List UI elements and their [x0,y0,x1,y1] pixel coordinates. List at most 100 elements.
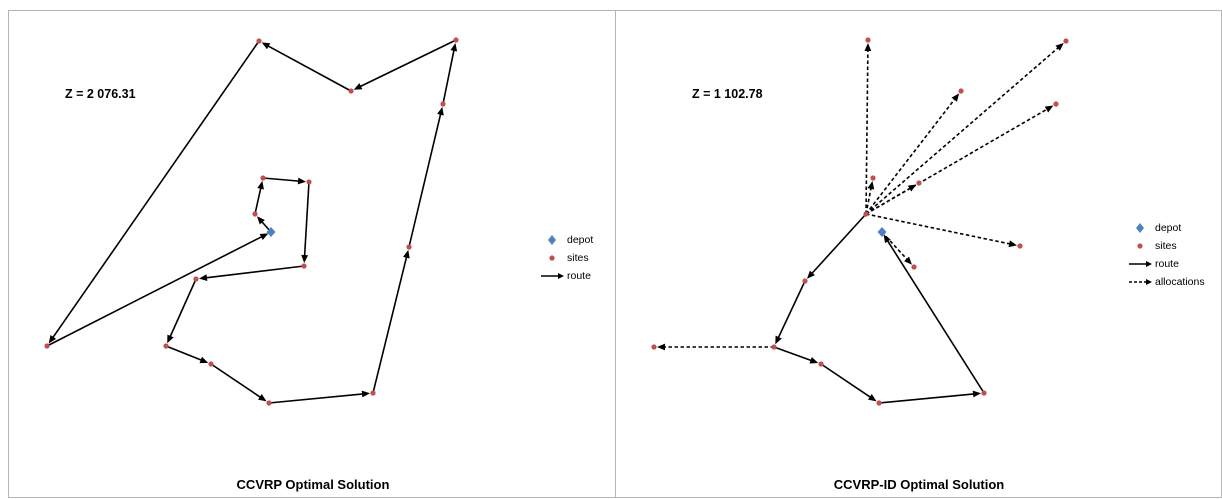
site-node [193,276,199,282]
site-node [301,263,307,269]
site-node [911,264,917,270]
allocation-edge [865,187,872,215]
allocation-edge [865,49,869,215]
route-arrowhead [167,334,174,344]
allocation-edge [865,108,1048,215]
site-node [370,390,376,396]
site-node [876,400,882,406]
site-node [863,211,869,217]
site-node [260,175,266,181]
site-node [406,244,412,250]
route-arrowhead [361,390,371,398]
allocation-edge [865,187,911,215]
route-arrowhead [353,83,363,90]
allocation-arrowhead [1055,42,1064,51]
allocation-arrowhead [657,343,665,351]
route-edge [303,181,310,257]
route-edge [267,45,352,92]
site-node [453,37,459,43]
route-arrowhead [450,42,458,52]
site-node [440,101,446,107]
route-arrowhead [867,394,877,402]
route-arrowhead [259,233,269,241]
route-arrowhead [199,356,209,364]
ccvrp-panel: Z = 2 076.31 CCVRP Optimal Solution depo… [8,10,616,498]
site-node [802,278,808,284]
route-edge [205,265,305,279]
route-edge [169,278,197,338]
allocation-arrowhead [904,256,912,265]
route-edge [820,363,872,399]
site-node [348,88,354,94]
route-edge [268,393,364,404]
allocation-arrowhead [867,180,875,190]
allocation-arrowhead [864,42,872,52]
ccvrp-id-panel: Z = 1 102.78 CCVRP-ID Optimal Solution d… [615,10,1222,498]
site-node [163,343,169,349]
route-arrowhead [301,254,309,264]
route-arrowhead [807,270,815,279]
site-node [651,344,657,350]
panel-title: CCVRP Optimal Solution [236,477,390,492]
legend-label: depot [567,234,594,246]
route-edge [165,345,203,362]
route-edge [886,240,985,394]
route-arrowhead [297,177,307,185]
ccvrp-route-diagram [44,37,459,406]
route-arrowhead [809,357,819,364]
site-node [870,175,876,181]
route-arrowhead [437,106,444,116]
route-edge [46,235,263,347]
route-edge [442,49,455,105]
legend-label: route [567,270,591,282]
depot-node [266,227,276,237]
route-edge [372,256,408,394]
allocation-edge [865,46,1059,215]
site-node [771,344,777,350]
legend-label: allocations [1155,276,1205,288]
route-edge [262,177,300,182]
site-node [306,179,312,185]
panel-title: CCVRP-ID Optimal Solution [833,477,1005,492]
ccvrp-id-route-diagram [651,37,1069,406]
route-arrowhead [256,216,265,225]
objective-value: Z = 1 102.78 [692,87,763,101]
route-edge [811,213,867,275]
route-arrowhead [972,390,982,398]
allocation-edge [865,98,956,215]
dot-icon [1137,243,1143,249]
objective-value: Z = 2 076.31 [65,87,136,101]
allocation-edge [881,231,908,261]
allocation-arrowhead [907,184,917,192]
route-arrowhead [48,335,57,344]
legend-label: sites [1155,240,1177,252]
arrow-icon [1129,261,1152,267]
allocation-arrowhead [951,93,960,102]
allocation-edge [865,213,1011,245]
site-node [252,211,258,217]
route-edge [210,363,262,399]
allocation-arrowhead [1044,105,1054,113]
route-edge [52,40,260,339]
site-node [1063,38,1069,44]
site-node [818,361,824,367]
site-node [256,38,262,44]
legend-label: depot [1155,222,1182,234]
site-node [266,400,272,406]
route-arrowhead [403,249,410,259]
route-edge [254,187,262,215]
legend-label: route [1155,258,1179,270]
dot-icon [549,255,555,261]
route-edge [773,346,812,362]
diamond-icon [1136,223,1144,233]
route-arrowhead [257,394,267,402]
legend-label: sites [567,252,589,264]
route-arrowhead [261,42,271,50]
site-node [208,361,214,367]
site-node [1017,243,1023,249]
dashed-arrow-icon [1129,279,1152,285]
depot-node [877,227,887,237]
arrow-icon [541,273,564,279]
site-node [981,390,987,396]
route-edge [359,39,457,88]
